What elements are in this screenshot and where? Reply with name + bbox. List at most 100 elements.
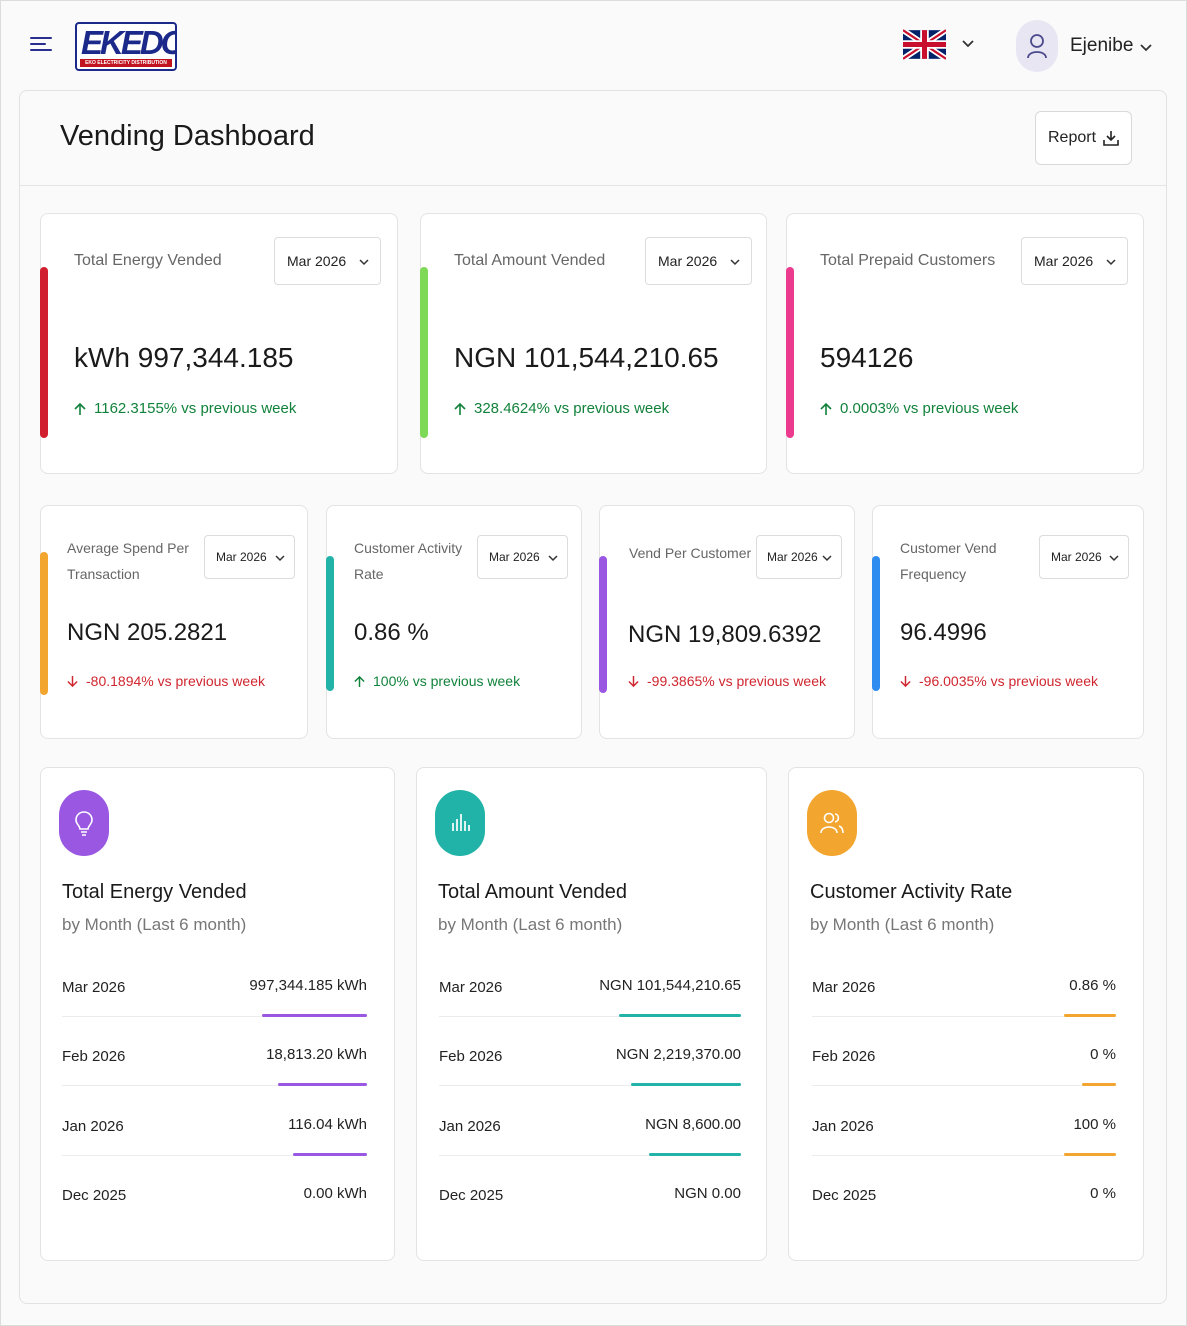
- breakdown-row-month: Mar 2026: [62, 979, 126, 996]
- stat-delta: 0.0003% vs previous week: [820, 400, 1018, 417]
- breakdown-card-customer-activity: Customer Activity Rate by Month (Last 6 …: [788, 767, 1144, 1261]
- breakdown-row-bar: [1082, 1083, 1116, 1086]
- user-name[interactable]: Ejenibe: [1070, 35, 1134, 56]
- stat-value: 594126: [820, 342, 914, 373]
- logo-text: EKEDC: [81, 24, 177, 61]
- stat-value: NGN 19,809.6392: [628, 621, 822, 648]
- stat-card-prepaid-customers: Total Prepaid Customers Mar 2026 594126 …: [786, 213, 1144, 474]
- stat-label: Average Spend Per Transaction: [67, 535, 189, 587]
- uk-flag-icon[interactable]: [903, 29, 946, 60]
- user-avatar[interactable]: [1016, 20, 1058, 72]
- stat-delta-text: 100% vs previous week: [373, 673, 521, 689]
- chevron-down-icon: [1109, 555, 1119, 562]
- arrow-up-icon: [820, 402, 832, 415]
- breakdown-row-divider: [62, 1155, 367, 1156]
- user-icon: [1027, 34, 1047, 59]
- stat-label-line1: Customer Activity: [354, 540, 463, 556]
- breakdown-row-value: NGN 8,600.00: [645, 1116, 741, 1133]
- period-select-value: Mar 2026: [767, 550, 818, 564]
- stat-value: kWh 997,344.185: [74, 342, 294, 373]
- stat-label: Customer Vend Frequency: [900, 535, 997, 587]
- stat-delta: 100% vs previous week: [354, 673, 520, 689]
- period-select[interactable]: Mar 2026: [477, 535, 568, 579]
- chevron-down-icon: [1106, 259, 1116, 266]
- breakdown-row-value: NGN 101,544,210.65: [599, 977, 741, 994]
- breakdown-row-divider: [812, 1155, 1116, 1156]
- breakdown-row-month: Feb 2026: [62, 1048, 126, 1065]
- card-accent: [420, 267, 428, 438]
- breakdown-row-month: Feb 2026: [439, 1048, 503, 1065]
- breakdown-row-value: NGN 2,219,370.00: [615, 1046, 741, 1063]
- breakdown-row-divider: [62, 1016, 367, 1017]
- panel-header: Vending Dashboard Report: [20, 91, 1166, 186]
- page-title: Vending Dashboard: [60, 120, 315, 152]
- stat-delta: -99.3865% vs previous week: [628, 673, 826, 689]
- breakdown-title: Total Amount Vended: [438, 881, 628, 903]
- ekedc-logo[interactable]: EKEDC EKO ELECTRICITY DISTRIBUTION PLC: [75, 22, 177, 71]
- arrow-up-icon: [74, 402, 86, 415]
- stat-delta: -80.1894% vs previous week: [67, 673, 265, 689]
- chevron-down-icon: [548, 555, 558, 562]
- report-button[interactable]: Report: [1035, 111, 1132, 165]
- stat-card-vend-per-customer: Vend Per Customer Mar 2026 NGN 19,809.63…: [599, 505, 855, 739]
- stat-delta-text: -96.0035% vs previous week: [919, 673, 1098, 689]
- period-select-value: Mar 2026: [216, 550, 267, 564]
- stat-delta-text: 328.4624% vs previous week: [474, 400, 670, 417]
- stat-label-line2: Rate: [354, 566, 384, 582]
- period-select[interactable]: Mar 2026: [1039, 535, 1129, 579]
- breakdown-row-month: Jan 2026: [439, 1118, 501, 1135]
- breakdown-row-bar: [278, 1083, 367, 1086]
- breakdown-row-value: 0 %: [1090, 1046, 1116, 1063]
- breakdown-row-bar: [1064, 1014, 1116, 1017]
- period-select-value: Mar 2026: [658, 253, 718, 269]
- breakdown-row-month: Jan 2026: [62, 1118, 124, 1135]
- arrow-down-icon: [900, 675, 911, 687]
- breakdown-row-value: 0.00 kWh: [303, 1185, 367, 1202]
- stat-label: Vend Per Customer: [629, 540, 751, 566]
- stat-delta-text: -99.3865% vs previous week: [647, 673, 826, 689]
- breakdown-row-month: Dec 2025: [439, 1187, 504, 1204]
- stat-label: Customer Activity Rate: [354, 535, 462, 587]
- period-select[interactable]: Mar 2026: [645, 237, 752, 285]
- breakdown-row-bar: [631, 1083, 741, 1086]
- breakdown-title: Customer Activity Rate: [810, 881, 1013, 903]
- breakdown-row-divider: [439, 1155, 741, 1156]
- card-accent: [872, 556, 880, 691]
- period-select[interactable]: Mar 2026: [274, 237, 381, 285]
- breakdown-row-month: Jan 2026: [812, 1118, 874, 1135]
- stat-delta: 1162.3155% vs previous week: [74, 400, 296, 417]
- breakdown-icon-badge: [807, 790, 857, 856]
- stat-label-line1: Average Spend Per: [67, 540, 189, 556]
- stat-label-line1: Customer Vend: [900, 540, 997, 556]
- stat-value: 0.86 %: [354, 619, 429, 646]
- breakdown-row-bar: [293, 1153, 367, 1156]
- logo-subtext: EKO ELECTRICITY DISTRIBUTION PLC: [80, 59, 172, 69]
- breakdown-card-total-energy: Total Energy Vended by Month (Last 6 mon…: [40, 767, 395, 1261]
- breakdown-row-value: 997,344.185 kWh: [249, 977, 367, 994]
- breakdown-subtitle: by Month (Last 6 month): [438, 915, 623, 934]
- language-chevron-down-icon[interactable]: [961, 36, 975, 50]
- period-select-value: Mar 2026: [287, 253, 347, 269]
- chevron-down-icon: [275, 555, 285, 562]
- breakdown-row-month: Dec 2025: [812, 1187, 877, 1204]
- stat-delta: 328.4624% vs previous week: [454, 400, 669, 417]
- breakdown-row-bar: [1064, 1153, 1116, 1156]
- download-icon: [1103, 131, 1119, 146]
- card-accent: [326, 556, 334, 691]
- period-select-value: Mar 2026: [1034, 253, 1094, 269]
- hamburger-menu-icon[interactable]: [30, 37, 52, 53]
- breakdown-row-divider: [439, 1085, 741, 1086]
- breakdown-subtitle: by Month (Last 6 month): [62, 915, 247, 934]
- bar-chart-icon: [452, 814, 470, 831]
- breakdown-title: Total Energy Vended: [62, 881, 247, 903]
- period-select[interactable]: Mar 2026: [204, 535, 295, 579]
- stat-card-total-energy: Total Energy Vended Mar 2026 kWh 997,344…: [40, 213, 398, 474]
- chevron-down-icon: [730, 259, 740, 266]
- period-select[interactable]: Mar 2026: [1021, 237, 1128, 285]
- user-menu-chevron-down-icon[interactable]: [1139, 40, 1153, 54]
- breakdown-subtitle: by Month (Last 6 month): [810, 915, 995, 934]
- stat-label: Total Prepaid Customers: [820, 252, 996, 269]
- stat-delta-text: -80.1894% vs previous week: [86, 673, 265, 689]
- card-accent: [40, 267, 48, 438]
- period-select[interactable]: Mar 2026: [756, 535, 842, 579]
